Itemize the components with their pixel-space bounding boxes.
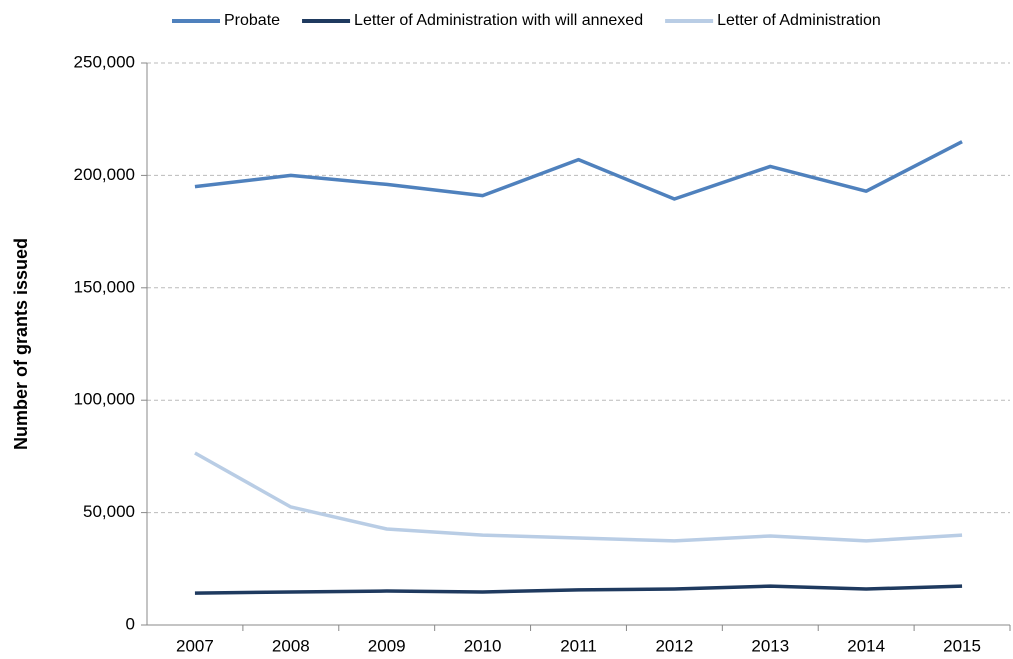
x-tick-label: 2007: [176, 636, 214, 655]
series-line: [194, 584, 963, 595]
y-tick-label: 200,000: [74, 165, 135, 184]
x-tick-label: 2012: [655, 636, 693, 655]
x-tick-label: 2008: [272, 636, 310, 655]
y-tick-label: 50,000: [83, 502, 135, 521]
series-line: [194, 451, 963, 543]
x-tick-label: 2015: [943, 636, 981, 655]
y-tick-label: 150,000: [74, 277, 135, 296]
x-tick-label: 2014: [847, 636, 885, 655]
y-tick-label: 0: [126, 614, 135, 633]
legend-label: Probate: [224, 12, 280, 29]
x-tick-label: 2013: [751, 636, 789, 655]
y-tick-label: 250,000: [74, 52, 135, 71]
x-tick-label: 2010: [464, 636, 502, 655]
x-tick-label: 2009: [368, 636, 406, 655]
y-tick-label: 100,000: [74, 390, 135, 409]
y-axis-label: Number of grants issued: [11, 238, 31, 450]
legend-label: Letter of Administration: [717, 12, 881, 29]
x-tick-label: 2011: [560, 636, 597, 655]
legend-label: Letter of Administration with will annex…: [354, 12, 643, 29]
legend: Probate Letter of Administration with wil…: [172, 12, 881, 29]
series-line: [194, 140, 963, 201]
